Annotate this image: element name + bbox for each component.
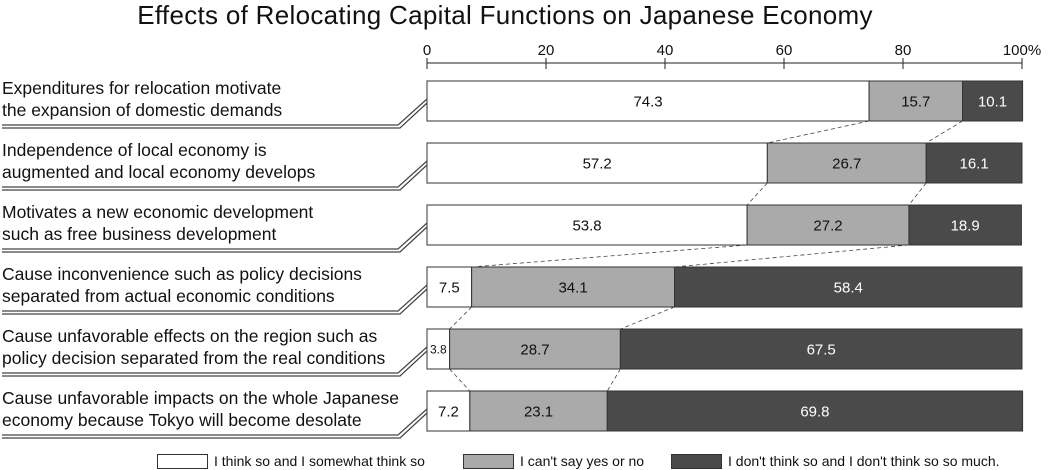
x-tick-label: 20 — [538, 42, 555, 59]
connector-line — [620, 306, 675, 330]
connector-line — [674, 244, 909, 268]
bar-segment — [426, 204, 748, 246]
bar-segment — [426, 266, 473, 308]
category-label-line: Expenditures for relocation motivate — [2, 78, 282, 98]
category-label-line: Cause inconvenience such as policy decis… — [2, 264, 362, 284]
label-leader-line — [2, 164, 428, 191]
bar-segment — [471, 266, 676, 308]
x-tick-label: 60 — [776, 42, 793, 59]
bar-segment — [766, 142, 927, 184]
connector-line — [449, 368, 471, 392]
data-label: 26.7 — [832, 155, 861, 172]
category-label-line: Independence of local economy is — [2, 140, 267, 160]
legend-swatch — [671, 453, 722, 469]
category-label-line: the expansion of domestic demands — [2, 100, 283, 120]
label-leader-line — [2, 288, 428, 315]
category-label: Independence of local economy is augmente… — [2, 139, 412, 183]
category-label: Expenditures for relocation motivate the … — [2, 77, 412, 121]
category-label: Cause unfavorable effects on the region … — [2, 325, 412, 369]
category-label-line: separated from actual economic condition… — [2, 286, 335, 306]
label-leader-line — [2, 160, 428, 188]
bar-segment — [908, 204, 1022, 246]
bar-segment — [962, 80, 1024, 122]
data-label: 7.2 — [438, 403, 459, 420]
legend-swatch — [463, 453, 514, 469]
x-tick-label: 80 — [895, 42, 912, 59]
label-leader-line — [2, 98, 428, 126]
data-label: 57.2 — [583, 155, 612, 172]
connector-line — [449, 306, 472, 330]
data-label: 7.5 — [439, 279, 460, 296]
bar-segment — [469, 390, 608, 432]
data-label: 10.1 — [978, 93, 1007, 110]
label-leader-line — [2, 222, 428, 250]
bar-segment — [868, 80, 964, 122]
bar-segment — [619, 328, 1023, 370]
data-label: 67.5 — [807, 341, 836, 358]
legend-swatch — [157, 453, 208, 469]
data-label: 28.7 — [520, 341, 549, 358]
label-leader-line — [2, 226, 428, 253]
category-label-line: economy because Tokyo will become desola… — [2, 410, 362, 430]
category-label: Cause inconvenience such as policy decis… — [2, 263, 412, 307]
label-leader-line — [2, 346, 428, 374]
label-leader-line — [2, 408, 428, 436]
category-label-line: Cause unfavorable impacts on the whole J… — [2, 388, 399, 408]
label-leader-line — [2, 412, 428, 439]
legend-item: I don't think so and I don't think so so… — [671, 452, 1000, 470]
connector-line — [606, 368, 621, 392]
category-label: Cause unfavorable impacts on the whole J… — [2, 387, 412, 431]
x-tick-label: 40 — [657, 42, 674, 59]
connector-line — [746, 182, 768, 206]
data-label: 16.1 — [960, 155, 989, 172]
category-label-line: Cause unfavorable effects on the region … — [2, 326, 378, 346]
x-tick-label: 0 — [423, 42, 431, 59]
bar-segment — [674, 266, 1023, 308]
data-label: 53.8 — [572, 217, 601, 234]
bar-segment — [925, 142, 1023, 184]
label-leader-line — [2, 102, 428, 129]
legend-label: I can't say yes or no — [520, 453, 645, 469]
x-tick-label: 100% — [1003, 42, 1041, 59]
data-label: 15.7 — [901, 93, 930, 110]
data-label: 3.8 — [430, 342, 447, 356]
connector-line — [925, 120, 963, 144]
data-label: 58.4 — [834, 279, 863, 296]
label-leader-line — [2, 284, 428, 312]
legend-label: I don't think so and I don't think so so… — [728, 453, 1000, 469]
category-label-line: augmented and local economy develops — [2, 162, 316, 182]
data-label: 23.1 — [524, 403, 553, 420]
category-label-line: such as free business development — [2, 224, 277, 244]
category-label-line: Motivates a new economic development — [2, 202, 314, 222]
category-label-line: policy decision separated from the real … — [2, 348, 386, 368]
bar-segment — [426, 80, 870, 122]
data-label: 18.9 — [951, 217, 980, 234]
bar-segment — [449, 328, 621, 370]
data-label: 27.2 — [813, 217, 842, 234]
legend-item: I think so and I somewhat think so — [157, 452, 425, 470]
data-label: 69.8 — [800, 403, 829, 420]
legend-item: I can't say yes or no — [463, 452, 644, 470]
data-label: 34.1 — [558, 279, 587, 296]
bar-segment — [606, 390, 1024, 432]
connector-line — [908, 182, 927, 206]
chart-title: Effects of Relocating Capital Functions … — [137, 0, 873, 30]
category-label: Motivates a new economic development such… — [2, 201, 412, 245]
bar-segment — [426, 142, 768, 184]
connector-line — [767, 120, 870, 144]
legend-label: I think so and I somewhat think so — [214, 453, 425, 469]
data-label: 74.3 — [633, 93, 662, 110]
label-leader-line — [2, 350, 428, 377]
